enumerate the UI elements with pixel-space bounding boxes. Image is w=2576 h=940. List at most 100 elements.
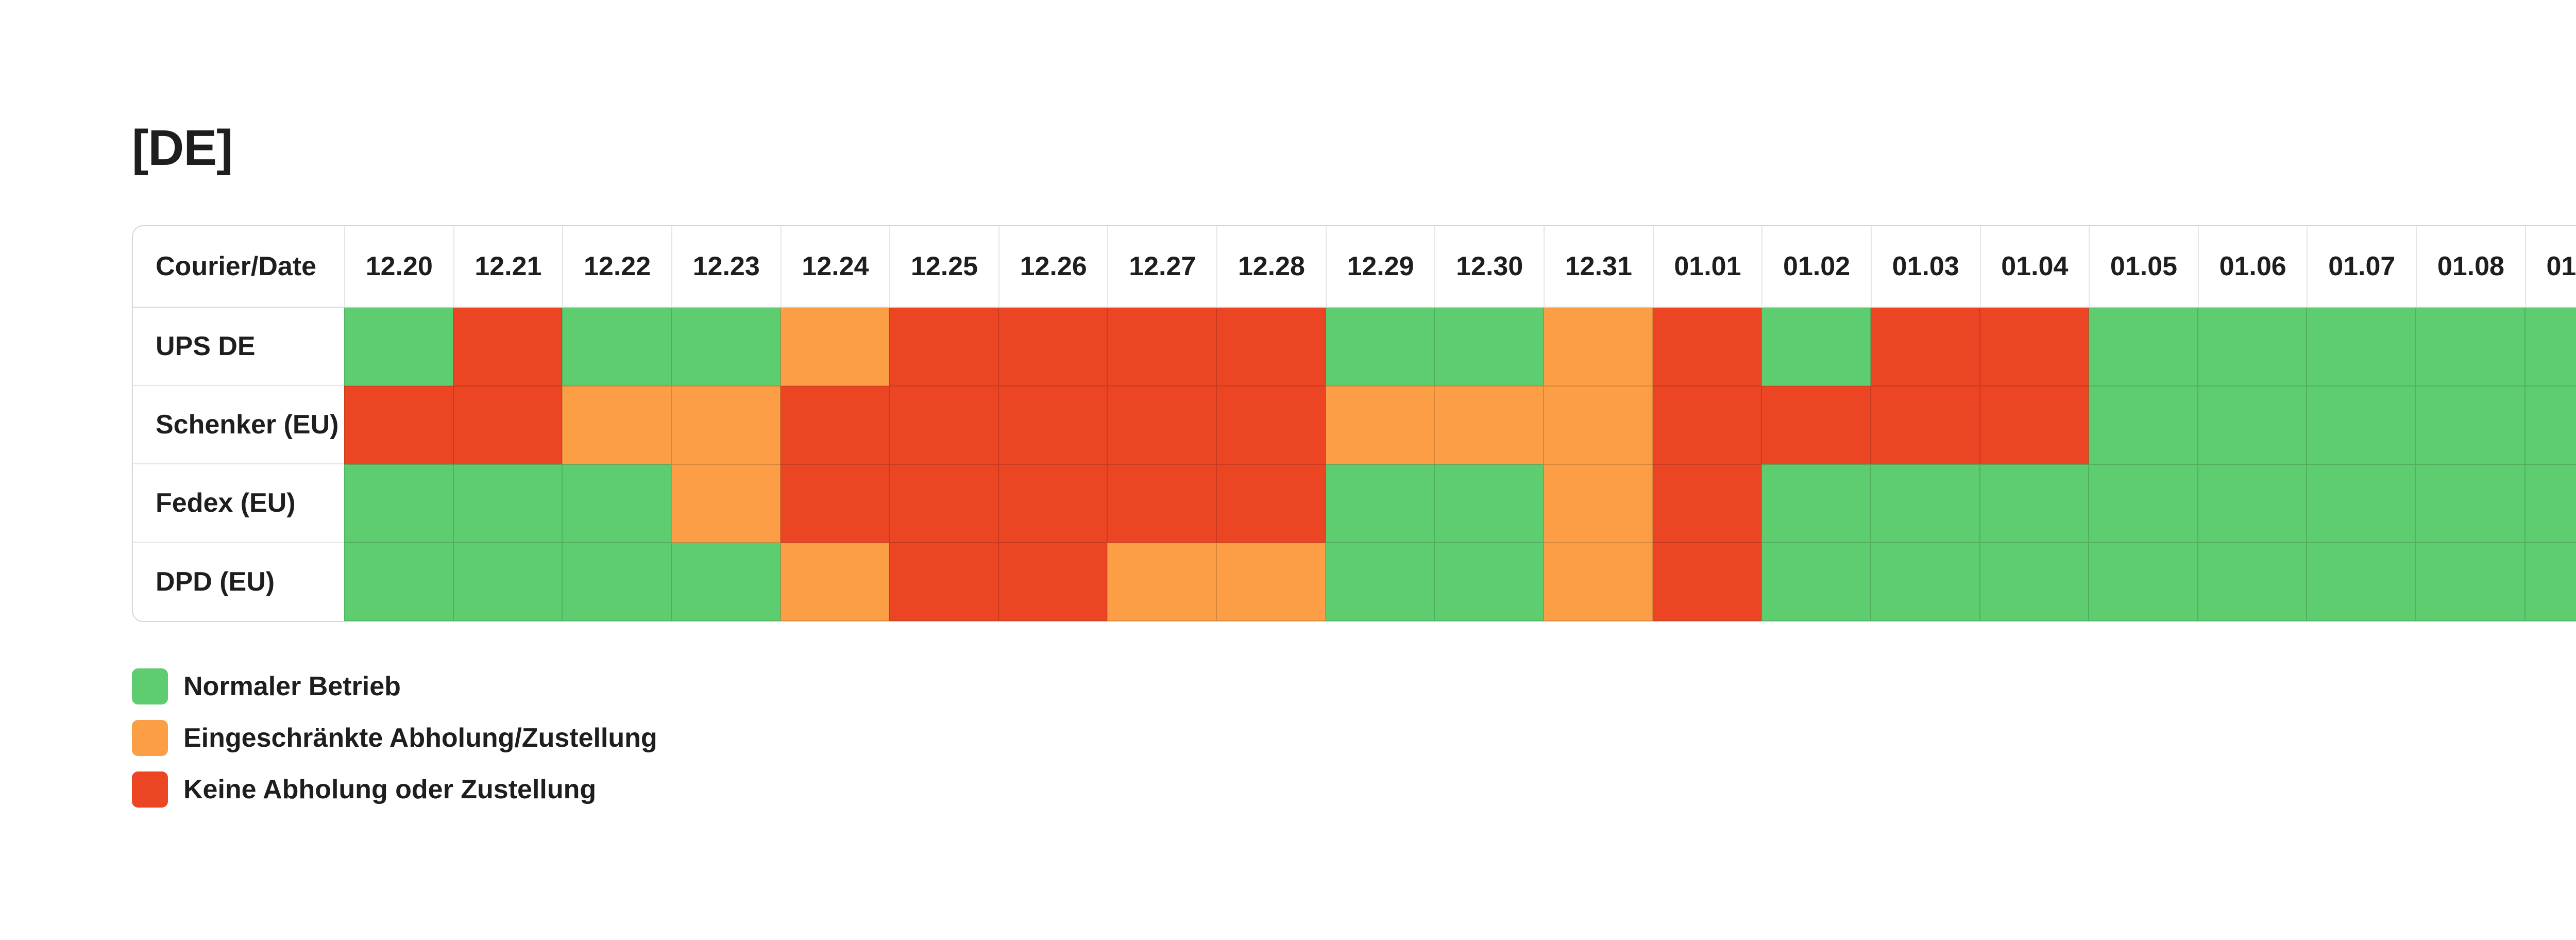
legend-item: Normaler Betrieb <box>132 668 2576 704</box>
page: [DE] Courier/Date 12.20 12.21 12.22 12.23 12.… <box>132 120 2576 808</box>
column-header-date: 12.29 <box>1325 226 1435 308</box>
status-cell-limited <box>780 543 890 621</box>
status-cell-normal <box>2416 543 2525 621</box>
legend: Normaler Betrieb Eingeschränkte Abholung/… <box>132 668 2576 808</box>
status-cell-normal <box>344 464 453 543</box>
column-header-date: 12.23 <box>671 226 781 308</box>
status-cell-none <box>1652 543 1762 621</box>
courier-row-label: Fedex (EU) <box>133 464 344 543</box>
legend-label: Keine Abholung oder Zustellung <box>183 775 597 804</box>
status-cell-normal <box>2307 543 2416 621</box>
status-cell-none <box>1107 386 1217 464</box>
status-cell-none <box>780 464 890 543</box>
status-cell-normal <box>1979 464 2089 543</box>
status-cell-normal <box>2416 308 2525 386</box>
status-cell-none <box>1652 386 1762 464</box>
status-cell-limited <box>671 464 781 543</box>
status-cell-normal <box>1434 464 1544 543</box>
courier-row-label: Schenker (EU) <box>133 386 344 464</box>
column-header-date: 12.20 <box>344 226 453 308</box>
column-header-date: 12.28 <box>1216 226 1326 308</box>
status-cell-none <box>998 464 1108 543</box>
status-cell-normal <box>2197 464 2307 543</box>
legend-label: Eingeschränkte Abholung/Zustellung <box>183 723 657 753</box>
status-cell-none <box>889 464 998 543</box>
status-cell-normal <box>2524 464 2576 543</box>
status-cell-none <box>1652 464 1762 543</box>
status-cell-none <box>889 543 998 621</box>
status-cell-normal <box>453 464 563 543</box>
status-cell-normal <box>2089 464 2198 543</box>
status-cell-none <box>1761 386 1871 464</box>
status-cell-normal <box>2524 543 2576 621</box>
status-cell-none <box>998 543 1108 621</box>
status-cell-none <box>1107 308 1217 386</box>
status-cell-limited <box>1107 543 1217 621</box>
legend-item: Keine Abholung oder Zustellung <box>132 771 2576 808</box>
legend-label: Normaler Betrieb <box>183 672 401 701</box>
status-cell-normal <box>453 543 563 621</box>
status-cell-normal <box>1761 543 1871 621</box>
status-cell-normal <box>1434 308 1544 386</box>
column-header-date: 12.31 <box>1544 226 1653 308</box>
column-header-date: 12.21 <box>453 226 563 308</box>
status-cell-normal <box>1325 308 1435 386</box>
status-cell-limited <box>1544 464 1653 543</box>
column-header-date: 01.04 <box>1979 226 2089 308</box>
status-cell-normal <box>1434 543 1544 621</box>
status-cell-none <box>998 386 1108 464</box>
status-cell-normal <box>562 464 671 543</box>
status-cell-normal <box>2197 308 2307 386</box>
courier-row-label: UPS DE <box>133 308 344 386</box>
status-cell-none <box>1652 308 1762 386</box>
status-cell-normal <box>2416 464 2525 543</box>
status-cell-none <box>1870 308 1980 386</box>
column-header-date: 12.25 <box>889 226 998 308</box>
status-cell-none <box>1979 386 2089 464</box>
status-cell-none <box>1870 386 1980 464</box>
legend-swatch-normal <box>132 668 168 704</box>
status-cell-none <box>889 308 998 386</box>
status-cell-normal <box>562 543 671 621</box>
status-cell-normal <box>2307 308 2416 386</box>
column-header-date: 12.30 <box>1434 226 1544 308</box>
status-cell-normal <box>2197 386 2307 464</box>
status-cell-normal <box>2307 464 2416 543</box>
page-title: [DE] <box>132 120 233 176</box>
status-cell-normal <box>2089 308 2198 386</box>
status-cell-normal <box>2524 308 2576 386</box>
column-header-date: 01.08 <box>2416 226 2525 308</box>
status-grid: Courier/Date 12.20 12.21 12.22 12.23 12.24 12.… <box>133 226 2576 621</box>
status-cell-none <box>1979 308 2089 386</box>
status-cell-normal <box>1761 308 1871 386</box>
column-header-date: 12.22 <box>562 226 671 308</box>
column-header-date: 01.02 <box>1761 226 1871 308</box>
column-header-date: 12.24 <box>780 226 890 308</box>
status-cell-none <box>780 386 890 464</box>
status-cell-normal <box>344 543 453 621</box>
status-cell-limited <box>1544 386 1653 464</box>
corner-header: Courier/Date <box>133 226 344 308</box>
status-cell-normal <box>2089 386 2198 464</box>
column-header-date: 01.03 <box>1870 226 1980 308</box>
status-cell-normal <box>2416 386 2525 464</box>
status-cell-none <box>1216 386 1326 464</box>
status-cell-normal <box>671 308 781 386</box>
status-cell-none <box>1216 308 1326 386</box>
status-cell-none <box>344 386 453 464</box>
status-cell-normal <box>562 308 671 386</box>
status-cell-none <box>453 386 563 464</box>
status-cell-limited <box>1544 308 1653 386</box>
status-cell-normal <box>1325 464 1435 543</box>
column-header-date: 01.09 <box>2524 226 2576 308</box>
status-cell-limited <box>1434 386 1544 464</box>
column-header-date: 12.27 <box>1107 226 1217 308</box>
status-cell-limited <box>671 386 781 464</box>
status-cell-limited <box>1325 386 1435 464</box>
status-cell-none <box>889 386 998 464</box>
column-header-date: 01.01 <box>1652 226 1762 308</box>
status-cell-normal <box>1325 543 1435 621</box>
courier-status-table: Courier/Date 12.20 12.21 12.22 12.23 12.24 12.… <box>132 225 2576 622</box>
legend-swatch-none <box>132 771 168 808</box>
status-cell-normal <box>2524 386 2576 464</box>
